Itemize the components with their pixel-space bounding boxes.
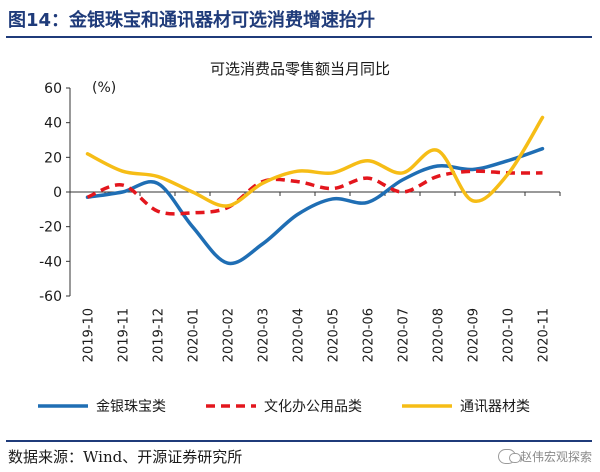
chart-title: 可选消费品零售额当月同比 — [210, 60, 390, 78]
y-tick-label: 0 — [53, 185, 62, 201]
axes — [66, 87, 561, 297]
watermark: 赵伟宏观探索 — [497, 448, 592, 465]
x-tick-label: 2020-03 — [257, 308, 272, 362]
wechat-logo-icon — [497, 449, 521, 464]
x-tick-label: 2020-07 — [397, 308, 412, 362]
y-tick-label: -20 — [39, 220, 62, 236]
x-tick-label: 2020-08 — [432, 308, 447, 362]
legend-label-2: 文化办公用品类 — [264, 399, 362, 415]
x-tick-label: 2020-10 — [502, 308, 517, 362]
y-axis-unit: (%) — [92, 80, 116, 96]
legend-label-1: 金银珠宝类 — [96, 399, 166, 415]
x-tick-label: 2020-11 — [537, 308, 552, 362]
series-line-3 — [85, 115, 545, 208]
x-tick-label: 2020-06 — [362, 308, 377, 362]
y-tick-label: 60 — [44, 81, 62, 97]
y-tick-label: -40 — [39, 254, 62, 270]
watermark-text: 赵伟宏观探索 — [519, 450, 592, 464]
y-tick-label: 20 — [44, 150, 62, 166]
footer-rule — [6, 440, 592, 442]
series-lines — [85, 115, 545, 266]
x-tick-label: 2020-04 — [292, 308, 307, 362]
x-tick-label: 2020-09 — [467, 308, 482, 362]
figure-title: 图14：金银珠宝和通讯器材可选消费增速抬升 — [8, 10, 376, 31]
line-chart: 可选消费品零售额当月同比 (%) 60 40 20 0 -20 -40 -60 2019-1… — [38, 60, 561, 415]
y-tick-label: 40 — [44, 116, 62, 132]
y-tick-label: -60 — [39, 289, 62, 305]
x-tick-label: 2019-10 — [82, 308, 97, 362]
series-line-2 — [86, 169, 543, 216]
legend-label-3: 通讯器材类 — [460, 399, 530, 415]
x-tick-label: 2020-01 — [187, 308, 202, 362]
x-tick-labels: 2019-10 2019-11 2019-12 2020-01 2020-02 2020-… — [82, 308, 552, 362]
legend: 金银珠宝类 文化办公用品类 通讯器材类 — [38, 399, 530, 415]
x-tick-label: 2019-11 — [117, 308, 132, 362]
x-tick-label: 2020-05 — [327, 308, 342, 362]
x-tick-label: 2020-02 — [222, 308, 237, 362]
title-rule — [6, 36, 592, 38]
x-tick-label: 2019-12 — [152, 308, 167, 362]
series-line-1 — [85, 146, 545, 266]
source-note: 数据来源：Wind、开源证券研究所 — [8, 448, 243, 466]
y-tick-labels: 60 40 20 0 -20 -40 -60 — [39, 81, 62, 305]
